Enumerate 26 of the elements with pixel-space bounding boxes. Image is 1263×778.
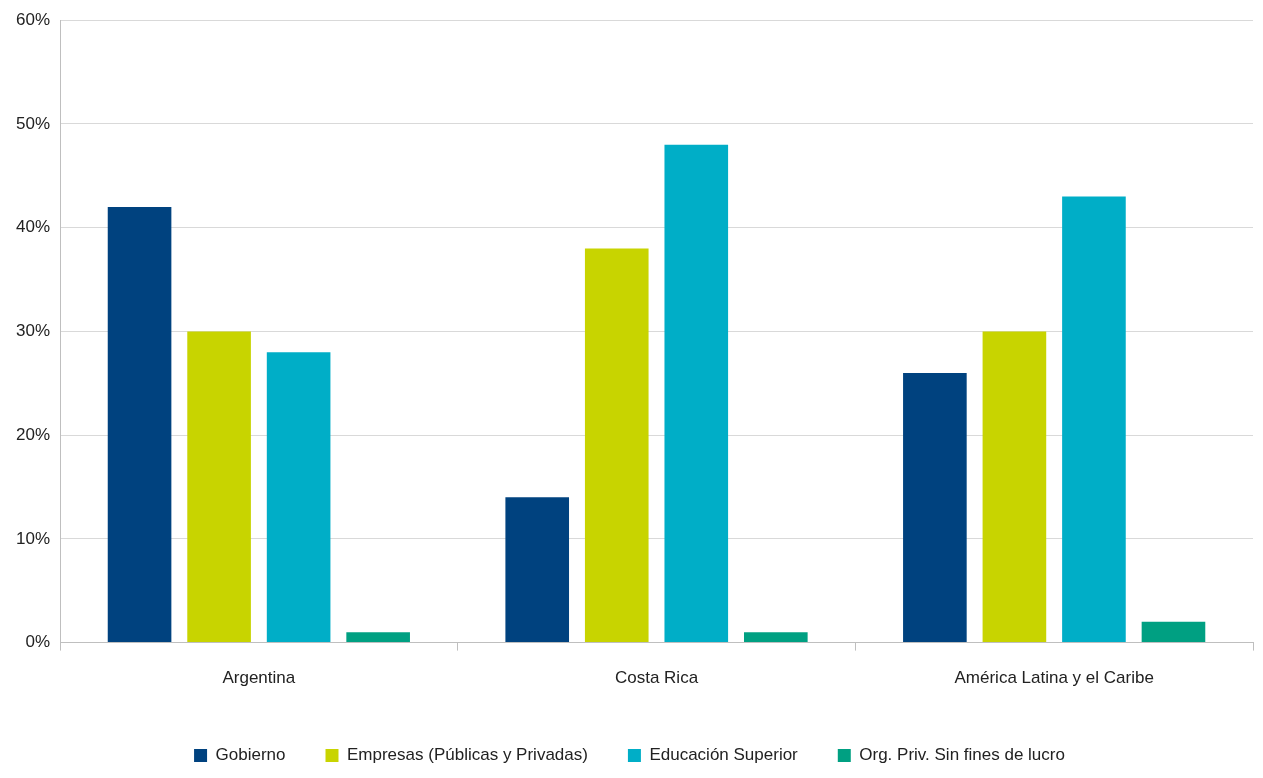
bar [1141, 621, 1206, 643]
bar [1062, 196, 1126, 643]
legend-label: Org. Priv. Sin fines de lucro [859, 745, 1065, 765]
y-tick-label: 20% [15, 424, 51, 444]
bar [584, 248, 649, 643]
bar [982, 331, 1047, 643]
y-tick-label: 30% [15, 321, 51, 341]
x-tick-label: América Latina y el Caribe [954, 668, 1154, 688]
bar [903, 372, 967, 643]
x-tick-label: Argentina [222, 668, 296, 688]
bar [744, 632, 808, 643]
bar [187, 331, 251, 643]
legend-label: Gobierno [215, 745, 286, 765]
y-tick-label: 0% [25, 632, 51, 652]
legend-label: Empresas (Públicas y Privadas) [347, 745, 588, 765]
bar [505, 497, 570, 643]
y-tick-label: 50% [15, 113, 51, 133]
bar [266, 352, 331, 643]
bar [107, 206, 172, 643]
y-tick-label: 40% [15, 217, 51, 237]
bar [346, 632, 410, 643]
y-tick-label: 10% [15, 528, 51, 548]
legend-label: Educación Superior [649, 745, 799, 765]
bar [664, 144, 729, 643]
y-tick-label: 60% [15, 9, 51, 29]
x-tick-label: Costa Rica [614, 668, 699, 688]
